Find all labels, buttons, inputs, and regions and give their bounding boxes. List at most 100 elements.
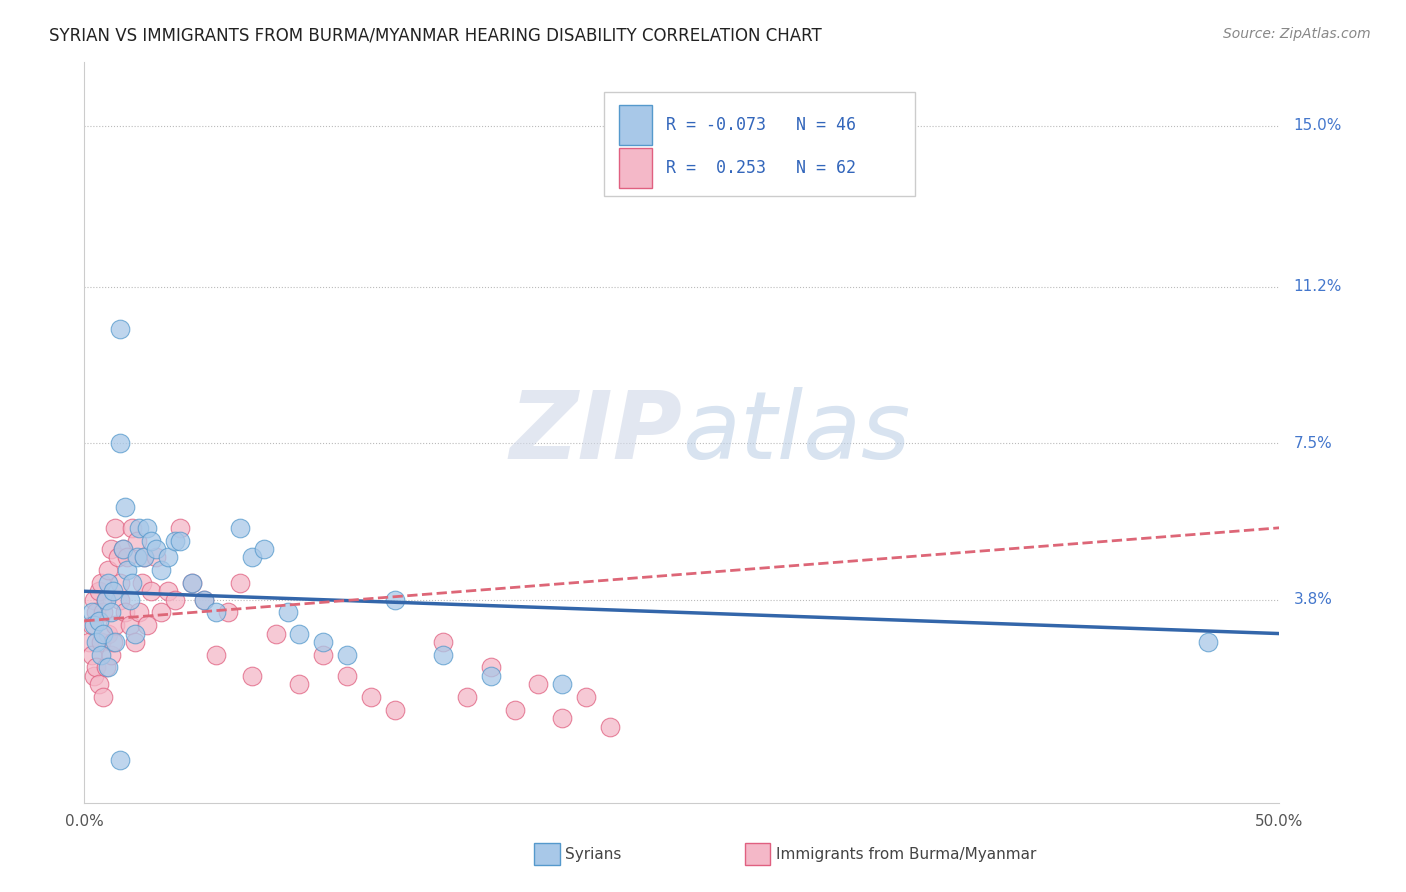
Point xyxy=(312,635,335,649)
Point xyxy=(432,635,454,649)
Point xyxy=(240,669,263,683)
Point xyxy=(97,575,120,590)
Point xyxy=(157,550,180,565)
Point xyxy=(149,563,172,577)
Point xyxy=(135,521,157,535)
Point xyxy=(336,648,359,662)
Point xyxy=(128,606,150,620)
Point xyxy=(312,648,335,662)
Point xyxy=(94,592,117,607)
Point xyxy=(110,436,132,450)
Point xyxy=(83,592,105,607)
Text: 7.5%: 7.5% xyxy=(1294,435,1331,450)
Point xyxy=(131,575,153,590)
Point xyxy=(107,550,129,565)
Text: R = -0.073   N = 46: R = -0.073 N = 46 xyxy=(666,116,856,135)
Text: 3.8%: 3.8% xyxy=(1294,592,1333,607)
Point xyxy=(94,592,117,607)
FancyBboxPatch shape xyxy=(619,147,652,188)
Point xyxy=(97,563,120,577)
Point xyxy=(145,550,167,565)
Point xyxy=(479,660,502,674)
Point xyxy=(80,618,103,632)
Text: R =  0.253   N = 62: R = 0.253 N = 62 xyxy=(666,160,856,178)
Point xyxy=(80,648,103,662)
Point xyxy=(169,533,191,548)
Point xyxy=(80,606,103,620)
Point xyxy=(100,648,122,662)
Text: ZIP: ZIP xyxy=(509,386,682,479)
Point xyxy=(181,575,204,590)
Point xyxy=(240,550,263,565)
Point xyxy=(101,635,124,649)
Point xyxy=(575,690,598,704)
Point xyxy=(264,626,287,640)
Point xyxy=(193,592,215,607)
Point xyxy=(217,606,239,620)
Point xyxy=(104,521,127,535)
Point xyxy=(124,635,146,649)
Point xyxy=(149,606,172,620)
Point xyxy=(86,606,108,620)
Point xyxy=(165,592,187,607)
Text: Syrians: Syrians xyxy=(565,847,621,862)
Point xyxy=(145,541,167,556)
Point xyxy=(229,575,252,590)
Point xyxy=(336,669,359,683)
Point xyxy=(124,626,146,640)
Point xyxy=(135,618,157,632)
Point xyxy=(117,563,139,577)
FancyBboxPatch shape xyxy=(619,104,652,145)
Point xyxy=(87,614,110,628)
Point xyxy=(97,660,120,674)
Point xyxy=(94,660,117,674)
Point xyxy=(100,541,122,556)
Point xyxy=(90,648,112,662)
Point xyxy=(288,626,311,640)
Text: atlas: atlas xyxy=(682,387,910,478)
Point xyxy=(114,500,136,514)
Point xyxy=(551,677,574,691)
Point xyxy=(479,669,502,683)
Point xyxy=(141,584,163,599)
Point xyxy=(100,606,122,620)
Point xyxy=(111,541,134,556)
Point xyxy=(83,618,105,632)
Point xyxy=(229,521,252,535)
Point xyxy=(93,626,115,640)
Point xyxy=(360,690,382,704)
Point xyxy=(141,533,163,548)
Point xyxy=(87,584,110,599)
Point xyxy=(288,677,311,691)
Point xyxy=(551,711,574,725)
Point xyxy=(110,592,132,607)
Point xyxy=(117,550,139,565)
Point xyxy=(193,592,215,607)
Point xyxy=(110,322,132,336)
Point xyxy=(125,533,148,548)
Point xyxy=(118,592,141,607)
Point xyxy=(86,660,108,674)
Point xyxy=(205,648,228,662)
Point xyxy=(599,720,621,734)
Text: Source: ZipAtlas.com: Source: ZipAtlas.com xyxy=(1223,27,1371,41)
Point xyxy=(110,575,132,590)
Point xyxy=(1197,635,1219,649)
Point xyxy=(128,521,150,535)
Point xyxy=(253,541,276,556)
Point xyxy=(205,606,228,620)
Text: 11.2%: 11.2% xyxy=(1294,279,1341,294)
Point xyxy=(181,575,204,590)
Point xyxy=(132,550,156,565)
Point xyxy=(93,690,115,704)
Point xyxy=(169,521,191,535)
Point xyxy=(527,677,550,691)
Point xyxy=(90,575,112,590)
Text: SYRIAN VS IMMIGRANTS FROM BURMA/MYANMAR HEARING DISABILITY CORRELATION CHART: SYRIAN VS IMMIGRANTS FROM BURMA/MYANMAR … xyxy=(49,27,823,45)
Point xyxy=(121,521,143,535)
Point xyxy=(87,677,110,691)
Text: 15.0%: 15.0% xyxy=(1294,119,1341,134)
FancyBboxPatch shape xyxy=(605,92,915,195)
Point xyxy=(93,606,115,620)
Point xyxy=(277,606,299,620)
